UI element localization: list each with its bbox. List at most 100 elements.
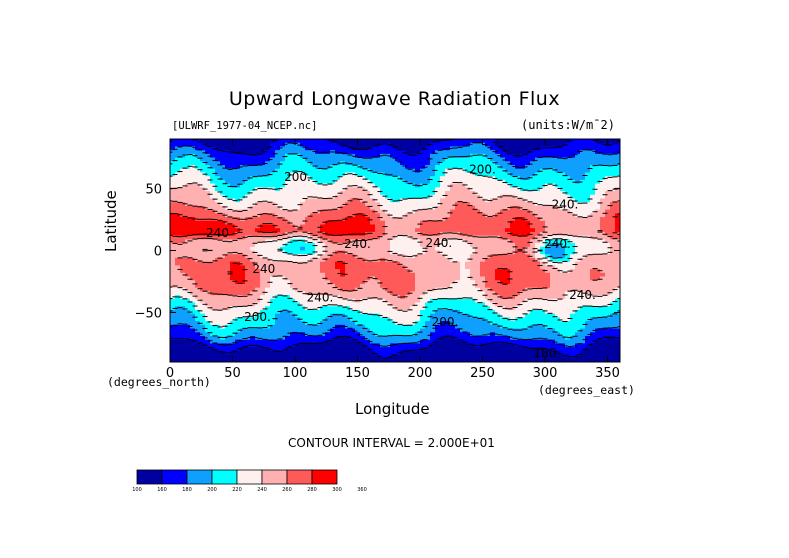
field-cell — [580, 176, 586, 181]
field-cell — [215, 183, 221, 188]
field-cell — [315, 231, 321, 237]
field-cell — [305, 157, 311, 162]
field-cell — [300, 176, 306, 181]
field-cell — [230, 202, 236, 207]
field-cell — [505, 261, 511, 266]
field-cell — [275, 146, 281, 151]
field-cell — [405, 150, 411, 155]
field-cell — [250, 280, 256, 285]
field-cell — [315, 254, 321, 259]
field-cell — [430, 261, 436, 266]
field-cell — [345, 202, 351, 207]
field-cell — [230, 321, 236, 326]
field-cell — [210, 161, 216, 166]
field-cell — [610, 243, 616, 248]
field-cell — [315, 146, 321, 151]
field-cell — [305, 324, 311, 330]
field-cell — [605, 224, 611, 229]
field-cell — [210, 172, 216, 177]
field-cell — [235, 150, 241, 155]
field-cell — [175, 194, 181, 200]
field-cell — [345, 339, 351, 345]
field-cell — [425, 172, 431, 177]
field-cell — [510, 261, 516, 266]
field-cell — [345, 332, 351, 337]
field-cell — [325, 272, 331, 278]
field-cell — [420, 228, 426, 233]
field-cell — [550, 228, 556, 233]
field-cell — [475, 202, 481, 207]
field-cell — [605, 179, 611, 185]
field-cell — [485, 213, 491, 218]
field-cell — [210, 257, 216, 263]
field-cell — [350, 313, 356, 318]
field-cell — [505, 168, 511, 174]
field-cell — [455, 339, 461, 345]
field-cell — [500, 183, 506, 188]
field-cell — [370, 265, 376, 270]
field-cell — [195, 295, 201, 300]
field-cell — [500, 276, 506, 281]
field-cell — [590, 313, 596, 318]
field-cell — [540, 246, 546, 252]
field-cell — [250, 243, 256, 248]
field-cell — [250, 198, 256, 203]
field-cell — [220, 228, 226, 233]
field-cell — [300, 335, 306, 341]
field-cell — [440, 224, 446, 229]
field-cell — [375, 213, 381, 218]
field-cell — [210, 187, 216, 192]
field-cell — [510, 306, 516, 311]
field-cell — [325, 295, 331, 300]
field-cell — [495, 239, 501, 244]
field-cell — [185, 217, 191, 222]
field-cell — [275, 335, 281, 341]
field-cell — [500, 313, 506, 318]
field-cell — [385, 257, 391, 263]
field-cell — [335, 172, 341, 177]
field-cell — [330, 317, 336, 322]
field-cell — [455, 254, 461, 259]
field-cell — [610, 172, 616, 177]
field-cell — [205, 317, 211, 322]
field-cell — [190, 302, 196, 307]
field-cell — [340, 153, 346, 159]
field-cell — [375, 254, 381, 259]
field-cell — [245, 283, 251, 289]
field-cell — [305, 269, 311, 274]
field-cell — [455, 205, 461, 211]
field-cell — [345, 187, 351, 192]
field-cell — [270, 220, 276, 226]
field-cell — [180, 328, 186, 333]
field-cell — [350, 243, 356, 248]
field-cell — [440, 228, 446, 233]
field-cell — [270, 183, 276, 188]
field-cell — [380, 272, 386, 278]
field-cell — [565, 142, 571, 148]
field-cell — [330, 309, 336, 315]
field-cell — [545, 217, 551, 222]
field-cell — [185, 291, 191, 296]
field-cell — [440, 202, 446, 207]
field-cell — [420, 224, 426, 229]
field-cell — [465, 295, 471, 300]
field-cell — [510, 243, 516, 248]
field-cell — [580, 161, 586, 166]
field-cell — [550, 172, 556, 177]
field-cell — [595, 187, 601, 192]
field-cell — [425, 157, 431, 162]
field-cell — [535, 313, 541, 318]
field-cell — [590, 339, 596, 345]
field-cell — [400, 339, 406, 345]
field-cell — [455, 202, 461, 207]
field-cell — [210, 150, 216, 155]
field-cell — [230, 257, 236, 263]
field-cell — [290, 339, 296, 345]
field-cell — [310, 202, 316, 207]
field-cell — [545, 272, 551, 278]
field-cell — [335, 198, 341, 203]
field-cell — [515, 257, 521, 263]
field-cell — [205, 302, 211, 307]
field-cell — [430, 283, 436, 289]
field-cell — [440, 176, 446, 181]
